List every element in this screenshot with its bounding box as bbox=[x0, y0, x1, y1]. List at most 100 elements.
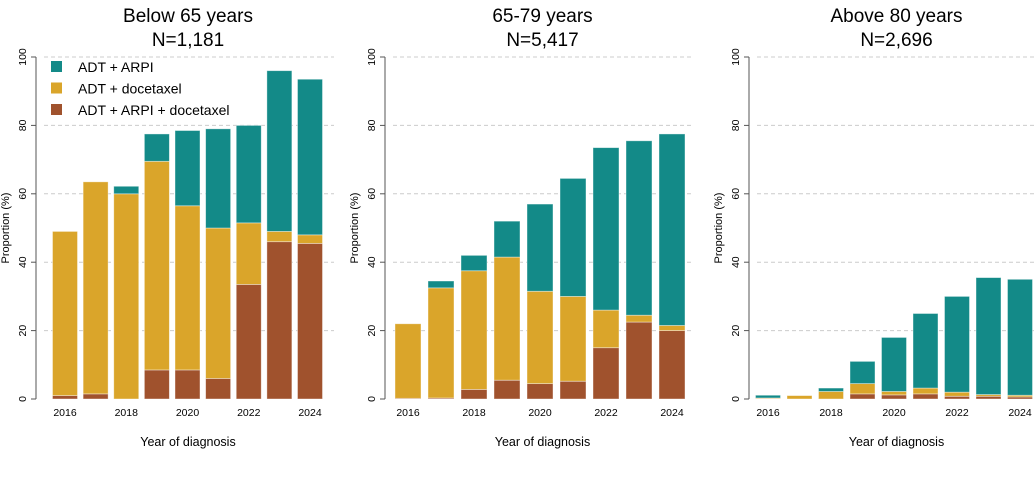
bar-arpi-2022 bbox=[235, 125, 262, 224]
y-axis-label: Proportion (%) bbox=[713, 193, 725, 264]
y-tick-label: 40 bbox=[17, 256, 29, 268]
bar-arpi-2024 bbox=[297, 78, 323, 236]
bar-arpi-2022 bbox=[592, 147, 620, 311]
x-tick-label: 2020 bbox=[882, 407, 906, 419]
bar-docetaxel-2020 bbox=[881, 391, 907, 396]
y-tick-label: 80 bbox=[730, 119, 742, 131]
bar-docetaxel-2021 bbox=[912, 387, 939, 395]
bar-docetaxel-2022 bbox=[944, 391, 970, 397]
bar-arpi-2021 bbox=[912, 313, 939, 389]
x-tick-label: 2018 bbox=[462, 407, 486, 419]
y-tick-label: 100 bbox=[730, 48, 742, 66]
panel-title: 65-79 years bbox=[492, 6, 592, 27]
bar-docetaxel-2018 bbox=[113, 193, 140, 400]
bar-arpi-2022 bbox=[944, 295, 970, 393]
y-tick-label: 40 bbox=[730, 256, 742, 268]
bar-triple-2020 bbox=[526, 383, 554, 400]
x-tick-label: 2024 bbox=[298, 407, 322, 419]
panel-title: Below 65 years bbox=[123, 6, 253, 27]
bar-arpi-2019 bbox=[849, 360, 876, 385]
bar-docetaxel-2019 bbox=[849, 383, 876, 395]
y-axis-label: Proportion (%) bbox=[0, 193, 12, 264]
bar-triple-2023 bbox=[266, 241, 293, 400]
y-tick-label: 20 bbox=[17, 325, 29, 337]
panel-2: 65-79 years N=5,417 0 20 40 60 80 100 Proportion… bbox=[349, 6, 694, 449]
y-tick-label: 40 bbox=[366, 256, 378, 268]
bar-docetaxel-2019 bbox=[143, 160, 170, 371]
bar-docetaxel-2016 bbox=[52, 231, 78, 396]
bar-docetaxel-2020 bbox=[526, 290, 554, 385]
bar-triple-2024 bbox=[297, 242, 323, 400]
y-tick-label: 60 bbox=[730, 188, 742, 200]
bar-triple-2019 bbox=[493, 379, 521, 400]
panel-3: Above 80 years N=2,696 0 20 40 60 80 100 Proport… bbox=[713, 6, 1036, 449]
y-axis-label: Proportion (%) bbox=[349, 193, 361, 264]
bar-triple-2021 bbox=[912, 393, 939, 400]
bar-triple-2021 bbox=[559, 380, 587, 400]
bar-docetaxel-2021 bbox=[205, 227, 232, 379]
bar-triple-2023 bbox=[625, 321, 653, 400]
legend-swatch-docetaxel bbox=[51, 82, 62, 94]
bar-docetaxel-2018 bbox=[460, 270, 488, 390]
bar-docetaxel-2017 bbox=[82, 181, 109, 395]
bar-arpi-2024 bbox=[658, 133, 686, 326]
x-tick-label: 2018 bbox=[819, 407, 843, 419]
bar-triple-2018 bbox=[460, 389, 488, 400]
bar-arpi-2024 bbox=[1007, 278, 1033, 396]
x-tick-label: 2020 bbox=[528, 407, 552, 419]
y-tick-label: 60 bbox=[17, 188, 29, 200]
y-tick-label: 80 bbox=[17, 119, 29, 131]
bar-arpi-2021 bbox=[205, 128, 232, 229]
bar-docetaxel-2017 bbox=[427, 287, 455, 399]
bar-triple-2020 bbox=[881, 394, 907, 400]
x-axis-label: Year of diagnosis bbox=[140, 435, 235, 449]
x-tick-label: 2020 bbox=[176, 407, 200, 419]
x-tick-label: 2022 bbox=[945, 407, 969, 419]
x-tick-label: 2022 bbox=[237, 407, 261, 419]
legend: ADT + ARPI ADT + docetaxel ADT + ARPI + do… bbox=[51, 59, 230, 118]
bar-triple-2024 bbox=[658, 330, 686, 400]
legend-swatch-triple bbox=[51, 104, 62, 115]
x-tick-label: 2016 bbox=[756, 407, 780, 419]
bar-arpi-2023 bbox=[266, 70, 293, 232]
bar-docetaxel-2024 bbox=[297, 234, 323, 244]
bar-triple-2023 bbox=[975, 395, 1002, 400]
bar-arpi-2020 bbox=[174, 130, 201, 207]
x-tick-label: 2024 bbox=[660, 407, 684, 419]
bar-arpi-2017 bbox=[427, 280, 455, 289]
bar-triple-2021 bbox=[205, 378, 232, 400]
bar-arpi-2020 bbox=[881, 337, 907, 392]
legend-swatch-arpi bbox=[51, 61, 62, 72]
bar-docetaxel-2019 bbox=[493, 256, 521, 381]
bar-triple-2022 bbox=[235, 284, 262, 400]
panel-subtitle: N=2,696 bbox=[860, 30, 932, 51]
legend-label: ADT + docetaxel bbox=[78, 81, 182, 97]
bar-triple-2016 bbox=[52, 395, 78, 400]
bar-docetaxel-2022 bbox=[592, 309, 620, 349]
legend-label: ADT + ARPI + docetaxel bbox=[78, 102, 230, 118]
bar-arpi-2023 bbox=[625, 140, 653, 316]
x-axis-label: Year of diagnosis bbox=[495, 435, 590, 449]
y-tick-label: 0 bbox=[730, 396, 742, 402]
y-tick-label: 20 bbox=[366, 325, 378, 337]
bar-triple-2020 bbox=[174, 369, 201, 400]
y-tick-label: 80 bbox=[366, 119, 378, 131]
bar-docetaxel-2018 bbox=[818, 391, 844, 400]
bar-arpi-2018 bbox=[818, 387, 844, 392]
bar-arpi-2016 bbox=[755, 394, 781, 399]
panel-subtitle: N=5,417 bbox=[506, 30, 578, 51]
x-tick-label: 2022 bbox=[594, 407, 618, 419]
panel-subtitle: N=1,181 bbox=[152, 30, 224, 51]
y-tick-label: 60 bbox=[366, 188, 378, 200]
bar-docetaxel-2016 bbox=[394, 323, 422, 399]
y-tick-label: 100 bbox=[366, 48, 378, 66]
bar-triple-2019 bbox=[143, 369, 170, 400]
bar-triple-2022 bbox=[592, 347, 620, 400]
bar-arpi-2021 bbox=[559, 178, 587, 297]
x-tick-label: 2018 bbox=[115, 407, 139, 419]
bar-arpi-2019 bbox=[143, 133, 170, 162]
y-tick-label: 100 bbox=[17, 48, 29, 66]
bar-triple-2022 bbox=[944, 395, 970, 400]
x-axis-label: Year of diagnosis bbox=[849, 435, 944, 449]
